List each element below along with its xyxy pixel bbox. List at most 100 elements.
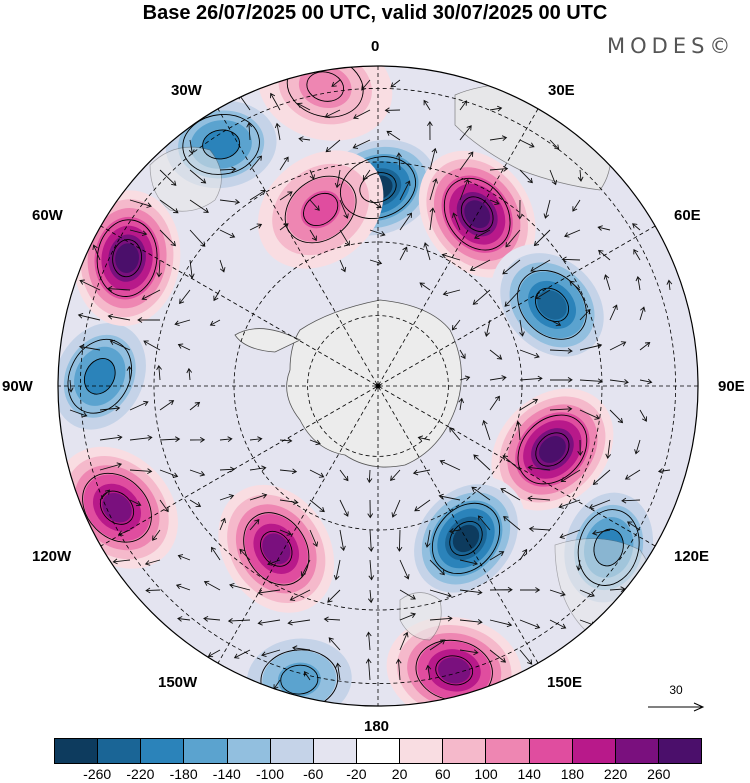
wind-arrow xyxy=(549,619,567,629)
wind-arrow xyxy=(471,486,491,501)
wind-arrow xyxy=(189,469,206,477)
wind-arrow xyxy=(489,649,507,663)
wind-arrow xyxy=(249,436,263,442)
wind-arrow xyxy=(174,319,191,327)
wind-arrow xyxy=(519,349,540,359)
wind-arrow xyxy=(219,436,233,443)
wind-arrow xyxy=(657,468,671,474)
wind-arrow xyxy=(484,319,491,337)
wind-arrow xyxy=(429,207,436,231)
wind-arrow xyxy=(219,259,226,273)
contour-line xyxy=(112,239,143,278)
lon-label-90e: 90E xyxy=(718,378,745,395)
contour-line xyxy=(534,287,570,322)
wind-arrow xyxy=(159,400,175,411)
wind-arrow xyxy=(77,312,101,321)
wind-arrow xyxy=(177,554,191,561)
anomaly-level xyxy=(537,290,567,320)
wind-arrow xyxy=(442,289,461,297)
wind-arrow xyxy=(519,649,533,665)
lon-label-60e: 60E xyxy=(674,207,701,224)
wind-arrow xyxy=(634,439,641,455)
wind-arrow xyxy=(459,125,472,141)
wind-arrow xyxy=(502,259,521,275)
wind-arrow xyxy=(249,189,266,201)
anomaly-level xyxy=(262,533,291,565)
colorbar-tick-label: -140 xyxy=(212,766,241,782)
wind-arrow xyxy=(257,589,281,596)
reference-vector-label: 30 xyxy=(669,683,683,697)
anomaly-positive xyxy=(257,150,384,269)
wind-arrow xyxy=(549,589,566,597)
wind-arrow xyxy=(207,649,221,658)
wind-arrow xyxy=(505,229,521,248)
wind-arrow xyxy=(129,400,149,411)
wind-arrow xyxy=(429,589,452,598)
anomaly-negative xyxy=(58,311,157,442)
wind-arrow xyxy=(137,317,160,323)
wind-arrow xyxy=(69,409,88,418)
wind-arrow xyxy=(632,223,641,231)
wind-arrow xyxy=(156,364,162,381)
wind-arrow xyxy=(156,259,163,278)
colorbar-tick-label: 140 xyxy=(517,766,541,782)
wind-arrow xyxy=(591,529,611,536)
wind-arrow xyxy=(489,105,503,112)
wind-arrow xyxy=(560,469,581,483)
wind-arrow xyxy=(609,409,624,424)
wind-arrow xyxy=(327,589,341,603)
contour-line xyxy=(243,512,310,586)
wind-arrow xyxy=(92,244,101,261)
wind-arrow xyxy=(99,462,123,471)
wind-arrow xyxy=(399,631,409,651)
wind-arrow xyxy=(339,499,349,517)
wind-arrow xyxy=(189,499,202,507)
colorbar-cell xyxy=(486,739,530,763)
wind-arrow xyxy=(339,199,349,219)
wind-arrow xyxy=(249,519,260,531)
wind-arrow xyxy=(324,109,341,119)
wind-arrow xyxy=(298,136,311,142)
wind-arrow xyxy=(519,319,525,337)
anomaly-level xyxy=(202,129,240,160)
wind-arrow xyxy=(489,135,508,142)
wind-arrow xyxy=(399,212,412,231)
contour-line xyxy=(202,129,241,160)
wind-arrow xyxy=(107,313,131,321)
contour-line xyxy=(67,339,132,414)
lon-label-30w: 30W xyxy=(171,82,202,99)
wind-arrow xyxy=(333,559,341,581)
wind-arrow xyxy=(516,199,523,220)
lon-label-120w: 120W xyxy=(32,548,72,565)
wind-arrow xyxy=(219,199,241,205)
colorbar-cell xyxy=(572,739,616,763)
wind-arrow xyxy=(279,468,298,475)
wind-arrow xyxy=(367,589,374,604)
wind-arrow xyxy=(504,289,521,307)
wind-arrow xyxy=(203,580,221,591)
wind-arrow xyxy=(429,147,438,171)
wind-arrow xyxy=(396,152,402,171)
south-pole-marker xyxy=(375,383,381,389)
wind-arrow xyxy=(309,229,317,242)
wind-arrow xyxy=(429,559,445,576)
wind-arrow xyxy=(535,289,551,300)
wind-arrow xyxy=(296,102,311,111)
wind-arrow xyxy=(605,439,612,459)
wind-arrow xyxy=(129,434,153,441)
wind-arrow xyxy=(666,279,673,291)
wind-arrow xyxy=(126,365,133,381)
wind-arrow xyxy=(279,437,293,444)
wind-arrow xyxy=(609,341,627,351)
wind-arrow xyxy=(179,289,191,305)
wind-arrow xyxy=(459,375,471,381)
anomaly-level xyxy=(84,358,116,394)
colorbar-tick-label: -60 xyxy=(303,766,324,782)
wind-arrow xyxy=(129,229,148,237)
wind-arrow xyxy=(473,454,491,471)
wind-arrow xyxy=(366,469,373,484)
wind-arrow xyxy=(399,612,416,621)
wind-arrow xyxy=(451,319,461,331)
wind-arrow xyxy=(459,649,479,656)
wind-arrow xyxy=(559,529,581,539)
